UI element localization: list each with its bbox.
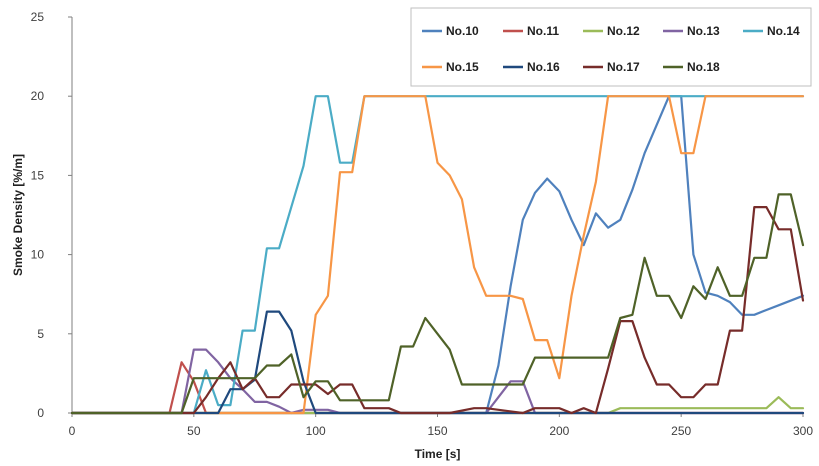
x-tick-label: 250: [671, 424, 691, 438]
legend-item-no16: No.16: [503, 60, 560, 74]
legend-label: No.13: [687, 24, 720, 38]
x-tick-label: 200: [549, 424, 569, 438]
legend-label: No.12: [607, 24, 640, 38]
legend-box: [410, 7, 812, 87]
y-tick-label: 20: [31, 89, 45, 103]
legend-item-no14: No.14: [743, 24, 800, 38]
legend: No.10 No.11 No.12 No.13 No.14 No.15 No.16 No.17…: [410, 7, 812, 87]
legend-label: No.15: [446, 60, 479, 74]
legend-label: No.11: [527, 24, 559, 38]
legend-label: No.10: [446, 24, 479, 38]
legend-item-no17: No.17: [583, 60, 640, 74]
legend-label: No.18: [687, 60, 720, 74]
y-tick-label: 0: [37, 406, 44, 420]
legend-item-no12: No.12: [583, 24, 640, 38]
legend-item-no15: No.15: [422, 60, 479, 74]
y-tick-label: 10: [31, 248, 45, 262]
series-line-no11: [70, 361, 805, 415]
x-tick-label: 300: [793, 424, 813, 438]
series-line-no10: [70, 95, 805, 415]
plot-area: 0 5 10 15 20 25 0 50 100 150 200 250 300: [31, 10, 814, 438]
legend-item-no11: No.11: [503, 24, 559, 38]
series-line-no15: [70, 95, 805, 415]
series-line-no17: [70, 206, 805, 415]
x-tick-labels: 0 50 100 150 200 250 300: [69, 413, 813, 438]
legend-item-no10: No.10: [422, 24, 479, 38]
legend-item-no18: No.18: [663, 60, 720, 74]
x-tick-label: 100: [306, 424, 326, 438]
y-tick-label: 5: [37, 327, 44, 341]
legend-label: No.14: [767, 24, 800, 38]
x-tick-label: 50: [187, 424, 201, 438]
y-tick-label: 15: [31, 168, 45, 182]
series-line-no13: [70, 348, 805, 415]
x-tick-label: 150: [427, 424, 447, 438]
series-lines: [70, 95, 805, 415]
legend-label: No.17: [607, 60, 640, 74]
x-tick-label: 0: [69, 424, 76, 438]
series-line-no18: [70, 193, 805, 415]
legend-label: No.16: [527, 60, 560, 74]
y-axis-title: Smoke Density [%/m]: [11, 154, 25, 276]
y-tick-label: 25: [31, 10, 45, 24]
y-tick-labels: 0 5 10 15 20 25: [31, 10, 72, 420]
x-axis-title: Time [s]: [415, 447, 461, 461]
legend-items: No.10 No.11 No.12 No.13 No.14 No.15 No.16 No.17…: [422, 24, 800, 74]
legend-item-no13: No.13: [663, 24, 720, 38]
